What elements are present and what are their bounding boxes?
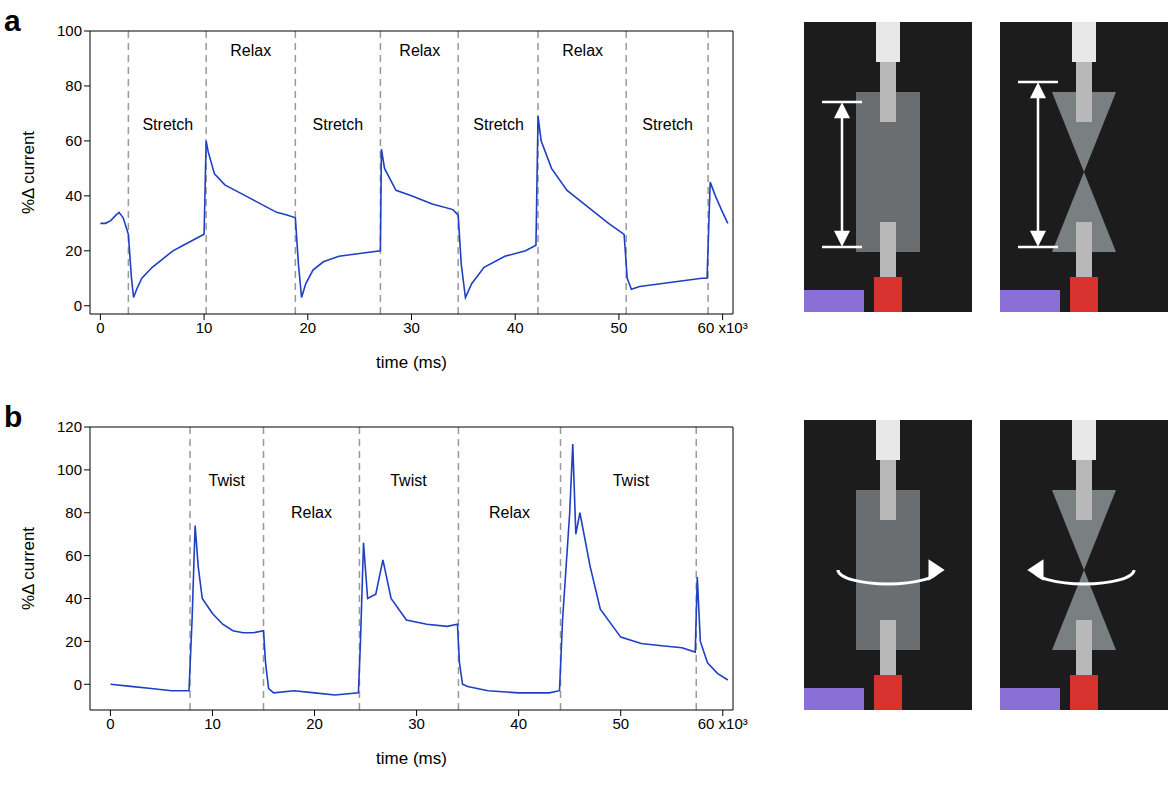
svg-text:60 x10³: 60 x10³ [698,319,748,336]
svg-text:Stretch: Stretch [473,116,524,133]
svg-text:10: 10 [196,319,213,336]
svg-text:0: 0 [74,297,82,314]
svg-text:100: 100 [57,461,82,478]
svg-text:20: 20 [299,319,316,336]
svg-text:time (ms): time (ms) [376,353,447,372]
svg-text:Relax: Relax [399,42,440,59]
svg-text:0: 0 [96,319,104,336]
svg-text:Twist: Twist [390,472,427,489]
svg-text:Stretch: Stretch [142,116,193,133]
svg-text:Twist: Twist [613,472,650,489]
html-text:b: b [4,400,23,433]
svg-text:0: 0 [74,676,82,693]
svg-text:Stretch: Stretch [313,116,364,133]
svg-text:10: 10 [204,715,221,732]
svg-text:50: 50 [611,319,628,336]
svg-text:100: 100 [57,22,82,39]
svg-text:40: 40 [510,715,527,732]
svg-text:20: 20 [65,633,82,650]
svg-text:%Δ current: %Δ current [19,527,38,610]
svg-text:%Δ current: %Δ current [19,131,38,214]
html-text:a: a [4,4,21,37]
svg-text:Stretch: Stretch [642,116,693,133]
svg-text:50: 50 [612,715,629,732]
svg-text:30: 30 [408,715,425,732]
svg-text:Relax: Relax [291,504,332,521]
svg-text:Twist: Twist [209,472,246,489]
svg-text:0: 0 [106,715,114,732]
svg-text:20: 20 [306,715,323,732]
svg-text:Relax: Relax [489,504,530,521]
svg-text:20: 20 [65,242,82,259]
svg-text:80: 80 [65,504,82,521]
svg-text:Relax: Relax [230,42,271,59]
svg-text:30: 30 [403,319,420,336]
svg-text:40: 40 [507,319,524,336]
svg-text:60 x10³: 60 x10³ [698,715,748,732]
svg-text:40: 40 [65,187,82,204]
svg-text:60: 60 [65,547,82,564]
svg-text:120: 120 [57,418,82,435]
svg-text:Relax: Relax [562,42,603,59]
svg-text:40: 40 [65,590,82,607]
svg-text:60: 60 [65,132,82,149]
svg-text:80: 80 [65,77,82,94]
svg-text:time (ms): time (ms) [376,749,447,768]
